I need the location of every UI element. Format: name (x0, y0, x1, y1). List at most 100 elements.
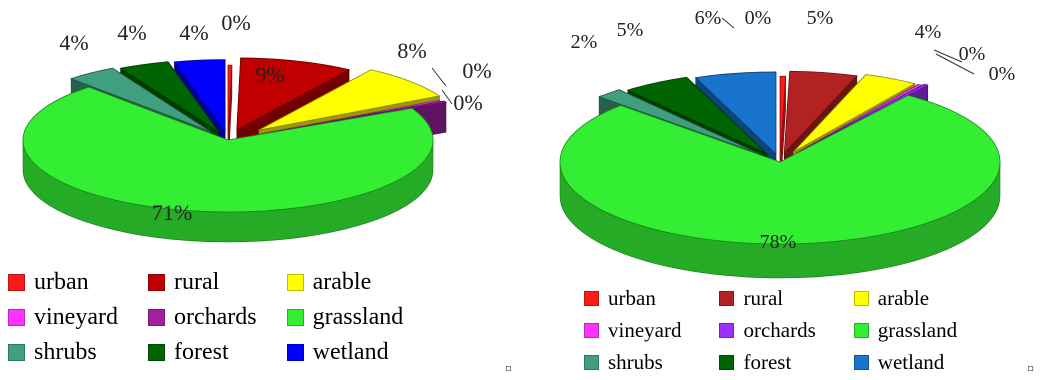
left-legend: urban rural arable vineyard orchards grasslan… (8, 268, 403, 367)
pie-slice-grassland (22, 86, 434, 213)
legend-label: orchards (173, 304, 257, 330)
legend-swatch (584, 290, 599, 306)
data-label-arable: 4% (915, 21, 942, 43)
legend-label: shrubs (608, 349, 663, 374)
legend-label: arable (877, 285, 930, 310)
legend-label: shrubs (34, 339, 97, 365)
pie-slice-grassland (559, 94, 1001, 245)
pie-slice-urban (779, 75, 787, 159)
legend-label: vineyard (34, 304, 118, 330)
legend-swatch (286, 309, 304, 326)
legend-swatch (853, 290, 869, 306)
legend-item-urban: urban (584, 284, 681, 312)
pie-slice-forest (119, 61, 219, 132)
data-label-forest: 5% (617, 19, 644, 41)
legend-item-shrubs: shrubs (8, 338, 118, 367)
legend-item-urban: urban (8, 268, 118, 297)
legend-item-orchards: orchards (147, 303, 257, 332)
legend-swatch (8, 309, 25, 326)
pie-slice-forest (626, 76, 768, 154)
paragraph-mark: ¤ (1027, 362, 1034, 377)
legend-item-arable: arable (853, 284, 957, 312)
pie-slice-shrubs (69, 67, 211, 132)
legend-label: forest (173, 339, 229, 365)
data-label-wetland: 6% (695, 7, 722, 29)
data-label-wetland: 4% (179, 20, 208, 45)
paragraph-mark: ¤ (505, 362, 512, 377)
legend-swatch (8, 344, 25, 361)
legend-label: urban (608, 285, 656, 310)
left-chart-panel: 0% 9% 8% 0% 0% 71% 4% 4% 4% urban rural arable vine… (0, 0, 520, 380)
pie-slice-arable (258, 69, 441, 131)
legend-swatch (853, 322, 869, 338)
right-pie-chart: 0% 5%4%0%0%78%2%5%6% (559, 7, 1016, 279)
legend-swatch (719, 322, 735, 338)
legend-item-forest: forest (147, 338, 257, 367)
legend-item-wetland: wetland (853, 348, 957, 376)
leader-line (441, 89, 453, 105)
legend-swatch (147, 344, 165, 361)
data-label-urban: 0% (745, 7, 772, 29)
pie-slice-wetland (694, 71, 777, 155)
legend-label: urban (34, 269, 89, 295)
legend-item-forest: forest (719, 348, 815, 376)
legend-item-rural: rural (719, 284, 815, 312)
data-label-orchards: 0% (453, 90, 482, 115)
data-label-vineyard: 0% (462, 58, 491, 83)
legend-label: vineyard (608, 317, 682, 342)
legend-item-arable: arable (286, 268, 404, 297)
right-chart-panel: 0% 5% 4% 0% 0% 78% 2% 5% 6% urban rural arable vine… (522, 0, 1043, 380)
legend-item-vineyard: vineyard (584, 316, 681, 344)
pie-slice-orchards (261, 100, 448, 135)
data-label-urban: 0% (221, 10, 250, 35)
leader-line (431, 67, 447, 87)
legend-label: forest (743, 349, 792, 374)
legend-label: wetland (312, 339, 389, 365)
data-label-arable: 8% (397, 38, 426, 63)
legend-swatch (286, 274, 304, 291)
legend-swatch (584, 354, 599, 370)
leader-line (721, 17, 735, 29)
data-label-vineyard: 0% (959, 43, 986, 65)
data-label-forest: 4% (117, 20, 146, 45)
legend-item-rural: rural (147, 268, 257, 297)
legend-swatch (286, 344, 304, 361)
legend-swatch (584, 322, 599, 338)
legend-item-vineyard: vineyard (8, 303, 118, 332)
data-label-grassland: 71% (152, 200, 192, 225)
data-label-rural: 5% (807, 7, 834, 29)
left-pie-chart: 0% 9% 8% 0% 0% 71% 4% 4% 4% (22, 10, 492, 243)
data-label-grassland: 78% (760, 231, 797, 253)
pie-slice-wetland (173, 59, 226, 133)
legend-swatch (853, 354, 869, 370)
legend-label: arable (312, 269, 372, 295)
legend-label: rural (743, 285, 784, 310)
legend-label: wetland (877, 349, 945, 374)
legend-swatch (147, 309, 165, 326)
legend-label: grassland (312, 304, 404, 330)
leader-line (933, 49, 963, 63)
data-label-shrubs: 4% (59, 30, 88, 55)
legend-item-shrubs: shrubs (584, 348, 681, 376)
legend-swatch (719, 354, 735, 370)
leader-line (935, 53, 975, 75)
pie-slice-urban (227, 64, 233, 138)
pie-slice-shrubs (597, 89, 759, 154)
legend-label: rural (173, 269, 220, 295)
data-label-rural: 9% (255, 62, 284, 87)
right-legend: urban rural arable vineyard orchards grasslan… (584, 284, 957, 376)
legend-item-grassland: grassland (853, 316, 958, 344)
legend-item-grassland: grassland (286, 303, 404, 332)
legend-label: orchards (743, 317, 816, 342)
data-label-orchards: 0% (989, 63, 1016, 85)
legend-swatch (147, 274, 165, 291)
pie-slice-rural (236, 57, 351, 131)
legend-label: grassland (877, 317, 958, 342)
legend-item-orchards: orchards (719, 316, 816, 344)
legend-item-wetland: wetland (286, 338, 404, 367)
data-label-shrubs: 2% (571, 31, 598, 53)
legend-swatch (719, 290, 735, 306)
pie-slice-rural (783, 70, 858, 155)
pie-slice-arable (793, 74, 916, 153)
legend-swatch (8, 274, 25, 291)
